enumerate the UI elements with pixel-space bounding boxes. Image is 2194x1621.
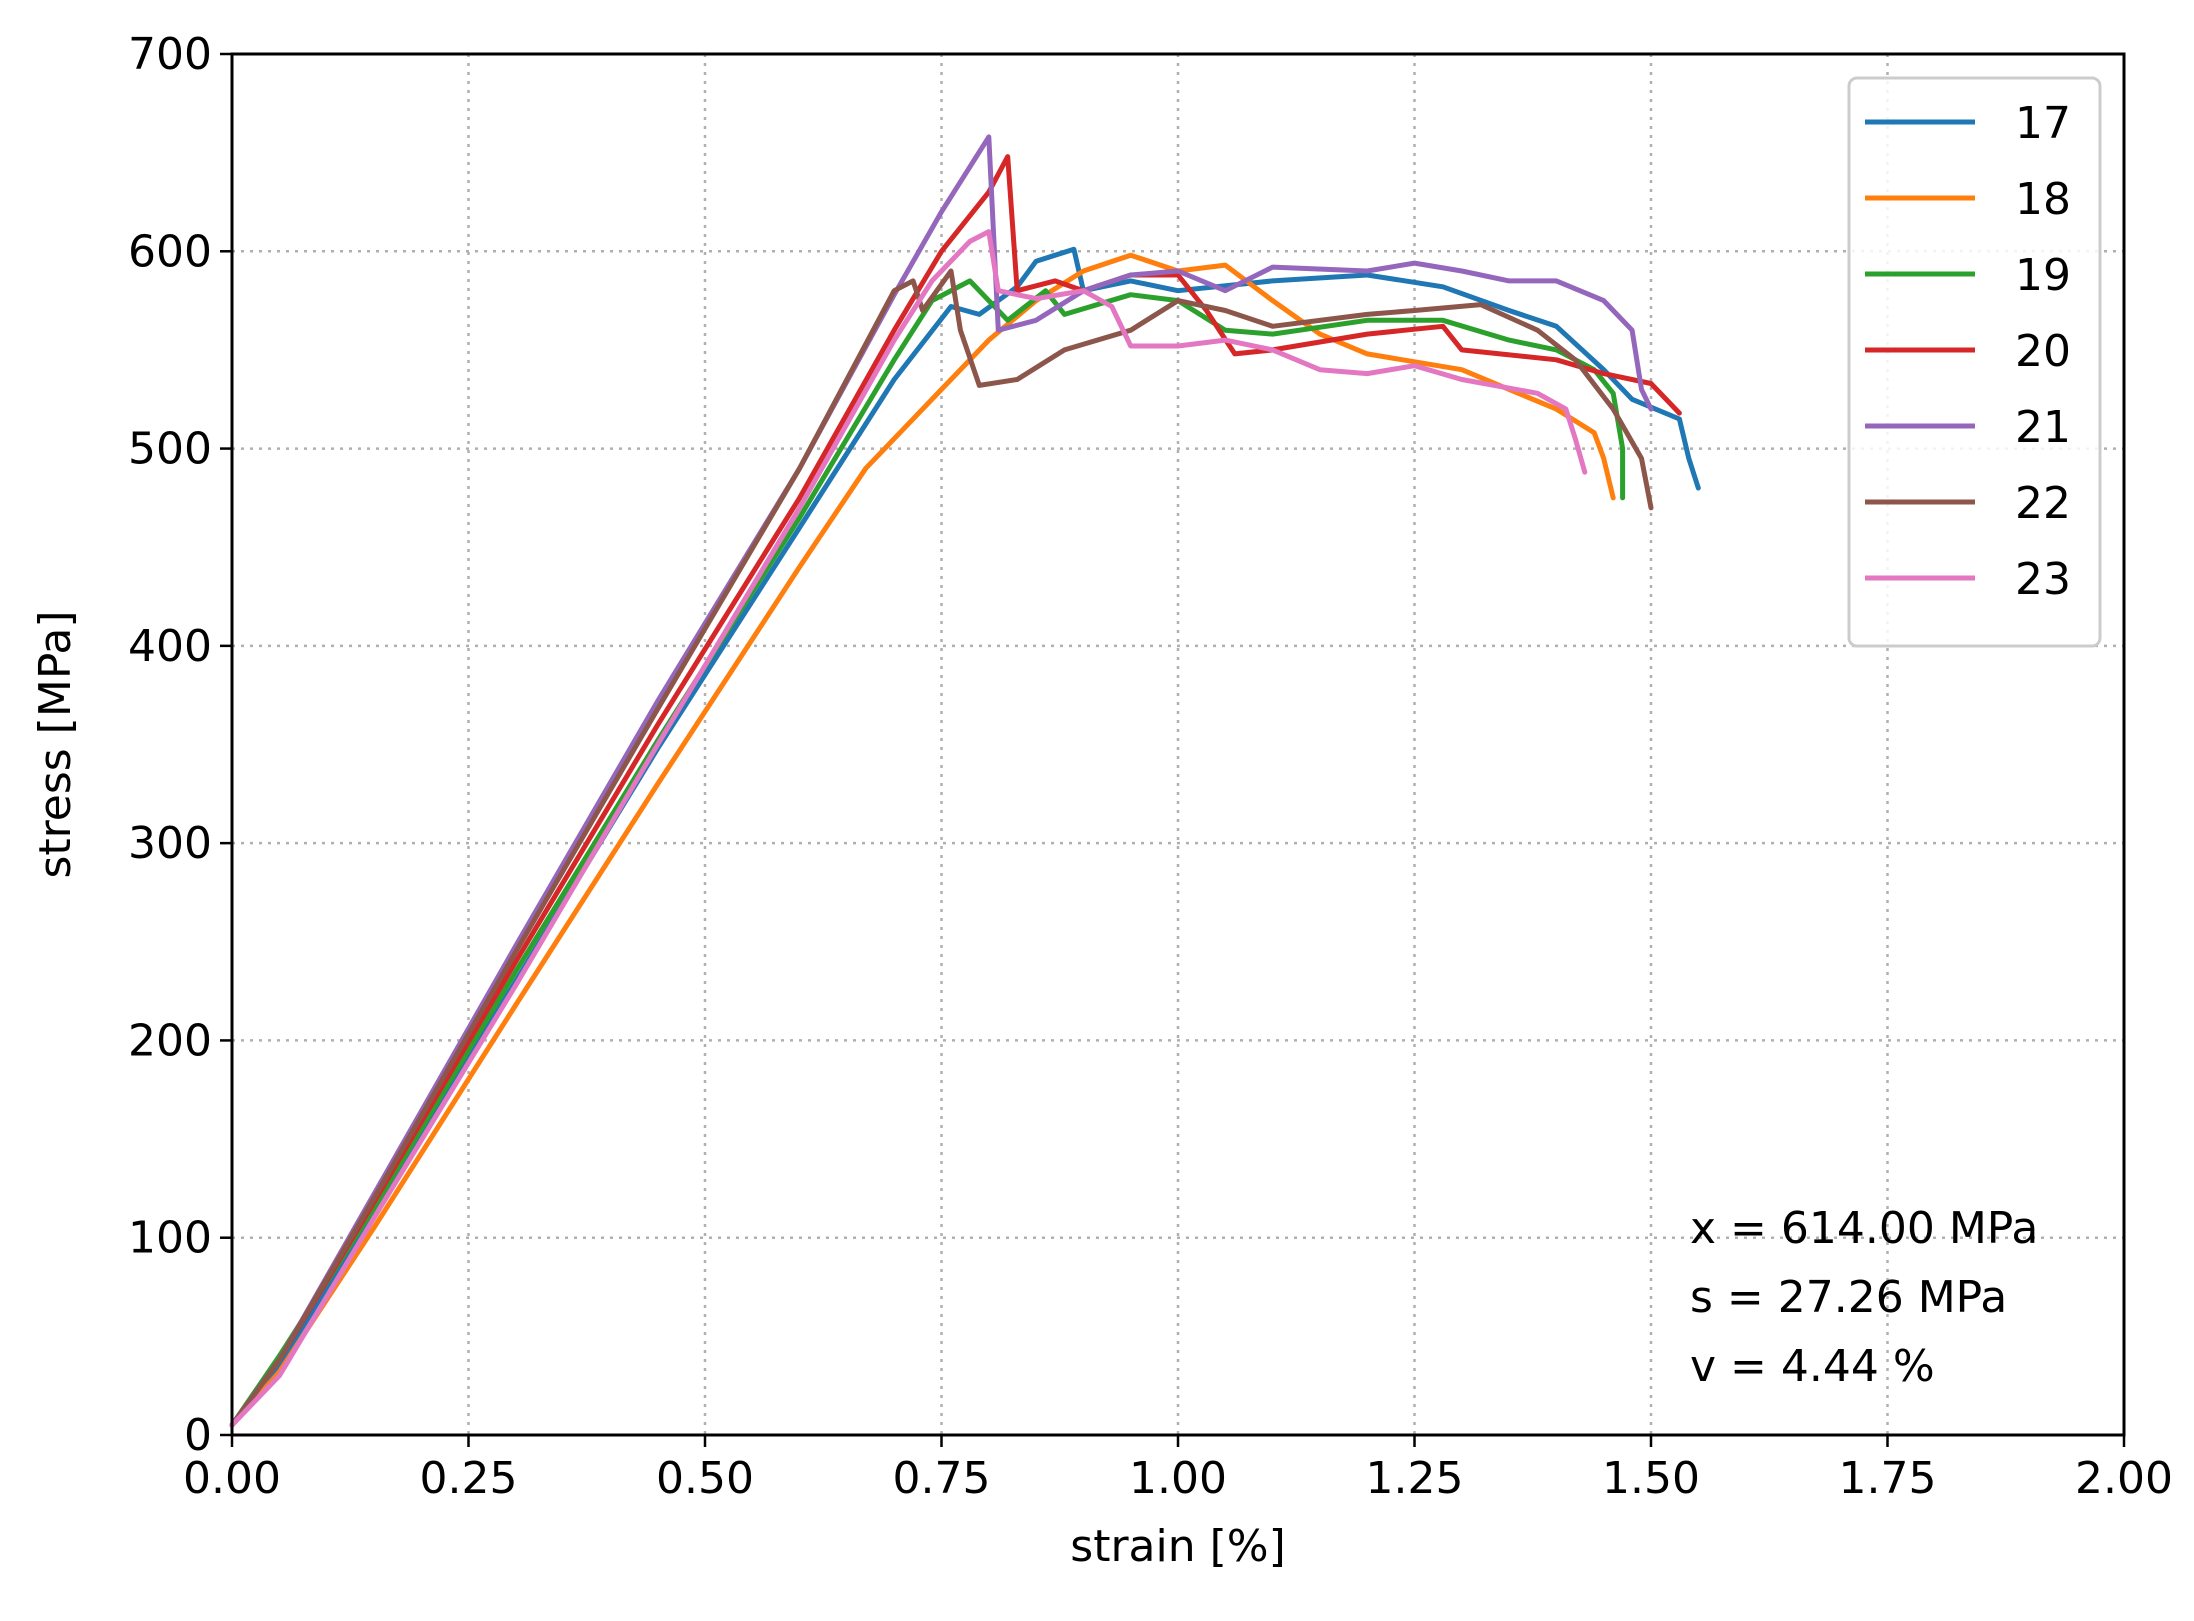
legend-label-21: 21 bbox=[2015, 402, 2071, 453]
y-axis-label: stress [MPa] bbox=[30, 610, 81, 878]
legend-label-17: 17 bbox=[2015, 98, 2071, 149]
stat-cv: v = 4.44 % bbox=[1690, 1341, 1935, 1392]
x-tick-label: 1.50 bbox=[1602, 1453, 1700, 1504]
stat-mean: x = 614.00 MPa bbox=[1690, 1203, 2038, 1254]
x-tick-label: 1.25 bbox=[1366, 1453, 1464, 1504]
x-tick-label: 0.50 bbox=[656, 1453, 754, 1504]
series-line-21 bbox=[229, 134, 1654, 1428]
x-tick-label: 0.75 bbox=[893, 1453, 991, 1504]
grid bbox=[232, 54, 2124, 1435]
y-tick-label: 0 bbox=[184, 1410, 212, 1461]
y-tick-label: 600 bbox=[128, 226, 212, 277]
legend-label-22: 22 bbox=[2015, 478, 2071, 529]
axis-ticks: 0.00 0.25 0.50 0.75 1.00 1.25 1.50 1.75 2.00 0 100… bbox=[128, 29, 2173, 1504]
legend-label-18: 18 bbox=[2015, 174, 2071, 225]
legend-label-23: 23 bbox=[2015, 554, 2071, 605]
y-tick-label: 400 bbox=[128, 621, 212, 672]
series-line-18 bbox=[229, 252, 1616, 1428]
stat-std: s = 27.26 MPa bbox=[1690, 1272, 2007, 1323]
x-tick-label: 1.75 bbox=[1839, 1453, 1937, 1504]
x-tick-label: 2.00 bbox=[2075, 1453, 2173, 1504]
x-axis-label: strain [%] bbox=[1070, 1521, 1285, 1572]
series-line-22 bbox=[229, 268, 1654, 1428]
y-tick-label: 300 bbox=[128, 818, 212, 869]
x-tick-label: 0.00 bbox=[183, 1453, 281, 1504]
y-tick-label: 700 bbox=[128, 29, 212, 80]
series-lines bbox=[229, 134, 1701, 1428]
legend: 17 18 19 20 21 22 23 bbox=[1847, 76, 2102, 648]
legend-label-19: 19 bbox=[2015, 250, 2071, 301]
y-tick-label: 100 bbox=[128, 1213, 212, 1264]
y-tick-label: 200 bbox=[128, 1015, 212, 1066]
x-tick-label: 0.25 bbox=[420, 1453, 518, 1504]
series-line-19 bbox=[229, 278, 1626, 1428]
stats-annotation: x = 614.00 MPa s = 27.26 MPa v = 4.44 % bbox=[1690, 1203, 2038, 1392]
series-line-23 bbox=[229, 229, 1588, 1428]
legend-label-20: 20 bbox=[2015, 326, 2071, 377]
y-tick-label: 500 bbox=[128, 424, 212, 475]
x-tick-label: 1.00 bbox=[1129, 1453, 1227, 1504]
